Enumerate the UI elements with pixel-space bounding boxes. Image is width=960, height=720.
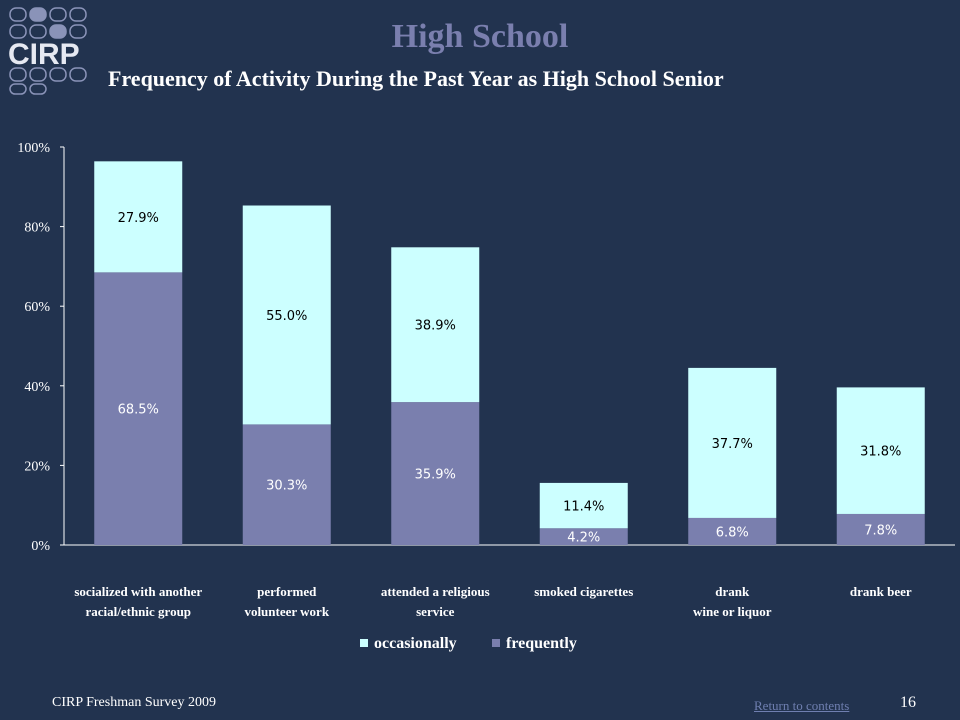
bar-frequently (836, 513, 925, 545)
x-category-label: socialized with another (74, 584, 202, 599)
data-label-frequently: 6.8% (716, 525, 749, 540)
page-title: High School (391, 18, 569, 55)
data-label-frequently: 35.9% (415, 468, 456, 483)
page-number: 16 (900, 694, 916, 711)
x-category-label: racial/ethnic group (85, 604, 191, 619)
y-tick-label: 0% (31, 539, 50, 554)
bar-occasionally (94, 161, 183, 273)
data-label-occasionally: 55.0% (266, 309, 307, 324)
chart-subtitle: Frequency of Activity During the Past Ye… (108, 66, 724, 91)
legend-label-occasionally: occasionally (374, 635, 457, 652)
data-label-occasionally: 31.8% (860, 445, 901, 460)
data-label-occasionally: 38.9% (415, 319, 456, 334)
data-label-occasionally: 27.9% (118, 211, 159, 226)
y-tick-label: 60% (24, 300, 50, 315)
return-to-contents-link[interactable]: Return to contents (754, 698, 850, 713)
bar-frequently (539, 528, 628, 545)
bar-occasionally (836, 387, 925, 514)
y-tick-label: 40% (24, 380, 50, 395)
data-label-frequently: 68.5% (118, 403, 159, 418)
x-category-label: smoked cigarettes (534, 584, 633, 599)
bar-occasionally (688, 367, 777, 518)
x-category-label: service (416, 604, 454, 619)
legend-swatch-frequently (492, 639, 500, 647)
data-label-frequently: 7.8% (864, 523, 897, 538)
bar-occasionally (539, 482, 628, 529)
data-label-occasionally: 11.4% (563, 500, 604, 515)
bar-frequently (94, 272, 183, 545)
legend-label-frequently: frequently (506, 635, 577, 652)
stacked-bar-chart: 0% 20% 40% 60% 80% 100% 68.5% 27.9% socialized w… (17, 141, 955, 652)
x-category-label: drank beer (850, 584, 912, 599)
logo-text: CIRP (8, 38, 80, 71)
y-tick-label: 80% (24, 221, 50, 236)
y-tick-label: 100% (17, 141, 50, 156)
y-tick-label: 20% (24, 459, 50, 474)
x-category-label: volunteer work (244, 604, 329, 619)
x-category-label: drank (715, 584, 750, 599)
data-label-frequently: 4.2% (567, 531, 600, 546)
data-label-occasionally: 37.7% (712, 437, 753, 452)
data-label-frequently: 30.3% (266, 479, 307, 494)
cirp-logo: CIRP (8, 7, 87, 95)
bar-frequently (242, 424, 331, 545)
x-category-label: wine or liquor (693, 604, 772, 619)
x-category-label: attended a religious (381, 584, 490, 599)
survey-source: CIRP Freshman Survey 2009 (52, 695, 216, 710)
bar-frequently (688, 517, 777, 545)
bar-occasionally (242, 205, 331, 425)
x-category-label: performed (257, 584, 317, 599)
bar-frequently (391, 402, 480, 545)
legend-swatch-occasionally (360, 639, 368, 647)
bar-occasionally (391, 247, 480, 403)
